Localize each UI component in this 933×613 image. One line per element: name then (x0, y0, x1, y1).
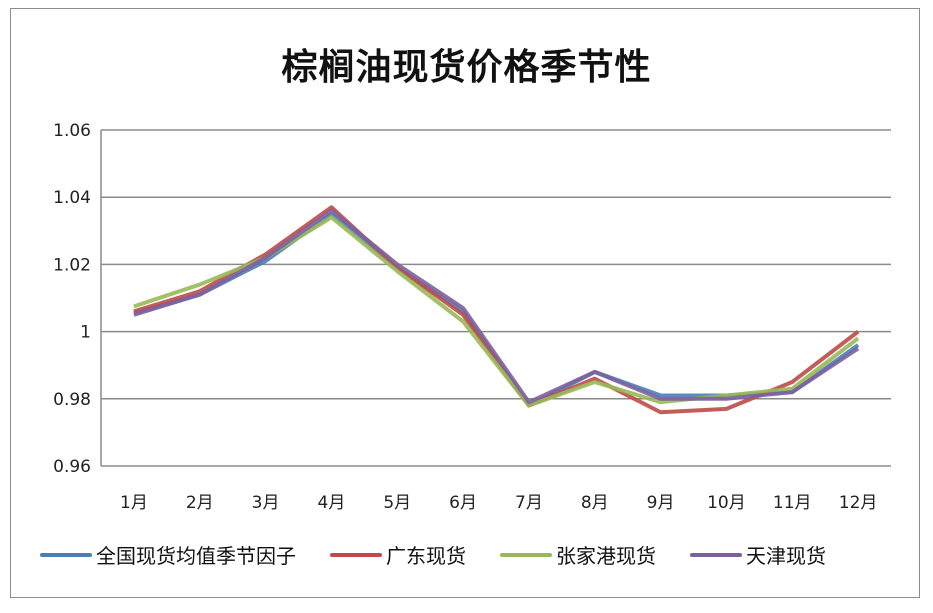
y-tick-label: 1 (80, 323, 91, 343)
legend-label: 广东现货 (386, 544, 466, 568)
x-tick-label: 11月 (773, 493, 812, 513)
legend-label: 张家港现货 (556, 544, 656, 568)
legend-item: 天津现货 (690, 540, 826, 569)
legend-swatch (330, 552, 382, 557)
legend-swatch (500, 552, 552, 557)
legend-label: 全国现货均值季节因子 (96, 544, 296, 568)
x-tick-label: 12月 (839, 493, 878, 513)
legend-item: 张家港现货 (500, 540, 656, 569)
y-tick-label: 1.02 (53, 255, 91, 275)
series-line-1 (133, 205, 860, 415)
x-tick-label: 10月 (707, 493, 746, 513)
series-line-2 (133, 215, 860, 408)
y-tick-label: 1.06 (53, 121, 91, 141)
chart-frame (10, 8, 920, 598)
legend: 全国现货均值季节因子 广东现货 张家港现货 天津现货 (40, 540, 910, 569)
series-line-0 (133, 212, 860, 408)
legend-swatch (40, 552, 92, 557)
x-tick-label: 1月 (120, 493, 148, 513)
y-tick-label: 1.04 (53, 188, 91, 208)
x-tick-label: 2月 (186, 493, 214, 513)
x-tick-label: 8月 (581, 493, 609, 513)
y-tick-label: 0.96 (53, 457, 91, 477)
chart-title: 棕榈油现货价格季节性 (281, 47, 652, 88)
legend-swatch (690, 552, 742, 557)
y-tick-label: 0.98 (53, 390, 91, 410)
legend-item: 全国现货均值季节因子 (40, 540, 296, 569)
series-line-3 (133, 208, 860, 405)
x-tick-label: 4月 (318, 493, 346, 513)
legend-item: 广东现货 (330, 540, 466, 569)
x-tick-label: 5月 (383, 493, 411, 513)
x-tick-label: 7月 (515, 493, 543, 513)
x-tick-label: 6月 (449, 493, 477, 513)
legend-label: 天津现货 (746, 544, 826, 568)
x-tick-label: 9月 (647, 493, 675, 513)
x-tick-label: 3月 (252, 493, 280, 513)
